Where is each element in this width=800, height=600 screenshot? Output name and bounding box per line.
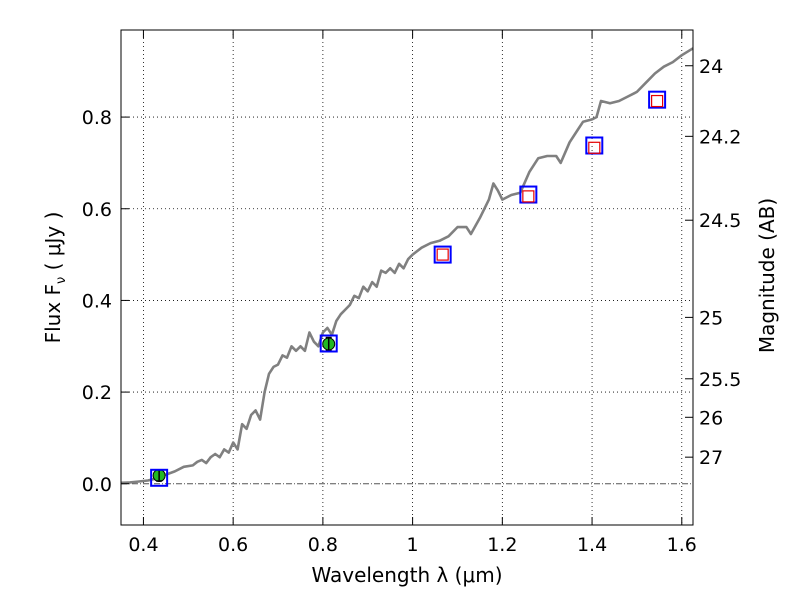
right-tick-label: 24 — [699, 56, 723, 78]
blue-square — [319, 334, 338, 353]
plot-frame — [120, 29, 694, 526]
right-tick-label: 24.5 — [699, 210, 741, 232]
data-points — [150, 90, 667, 487]
y-tick-label: 0.8 — [82, 107, 112, 129]
right-tick-label: 27 — [699, 447, 723, 469]
red-square — [522, 190, 535, 203]
blue-square — [433, 245, 452, 264]
right-tick-label: 25 — [699, 307, 723, 329]
blue-square — [519, 185, 538, 204]
right-tick-label: 25.5 — [699, 369, 741, 391]
axis-ticks: 0.4 0.6 0.8 1 1.2 1.4 1.6 0.0 0.2 0.4 0.6 0.8 24 24.2… — [82, 30, 741, 556]
right-tick-label: 26 — [699, 407, 723, 429]
x-tick-label: 0.8 — [308, 534, 338, 556]
right-tick-label: 24.2 — [699, 126, 741, 148]
x-tick-label: 1.2 — [487, 534, 517, 556]
y-label-main: Flux F — [41, 284, 65, 343]
blue-square — [648, 90, 667, 109]
y-tick-label: 0.2 — [82, 382, 112, 404]
spectrum-layer — [120, 47, 694, 485]
y-label-unit: ( μJy ) — [41, 212, 65, 277]
x-tick-label: 0.6 — [218, 534, 248, 556]
red-square — [436, 248, 449, 261]
y-label-subscript: ν — [54, 277, 69, 284]
x-axis-label: Wavelength λ (μm) — [311, 563, 502, 587]
y-axis-label-left: Flux Fν ( μJy ) — [41, 212, 69, 344]
spectrum-line — [120, 47, 694, 485]
grid-lines — [121, 30, 693, 525]
y-axis-label-right: Magnitude (AB) — [755, 198, 779, 353]
y-tick-label: 0.4 — [82, 290, 112, 312]
y-tick-label: 0.6 — [82, 199, 112, 221]
blue-square — [150, 468, 169, 487]
x-tick-label: 1 — [407, 534, 419, 556]
red-square — [588, 141, 601, 154]
x-tick-label: 1.6 — [667, 534, 697, 556]
red-square — [651, 94, 664, 108]
x-tick-label: 0.4 — [128, 534, 158, 556]
x-tick-label: 1.4 — [577, 534, 607, 556]
y-tick-label: 0.0 — [82, 474, 112, 496]
